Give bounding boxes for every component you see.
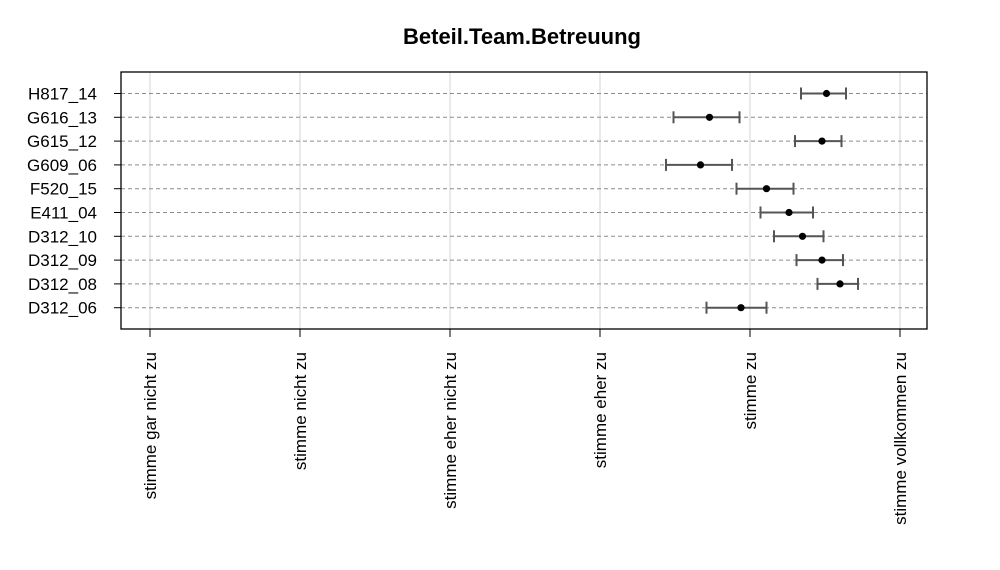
x-tick-label: stimme nicht zu [291, 352, 310, 470]
data-point [836, 280, 844, 288]
data-point [818, 137, 826, 145]
error-bar [773, 230, 825, 243]
data-points [696, 89, 844, 312]
y-tick-label: F520_15 [30, 180, 97, 199]
data-point [696, 161, 705, 169]
y-tick-label: D312_06 [28, 299, 97, 318]
error-bar [794, 135, 843, 148]
x-tick-label: stimme eher nicht zu [441, 352, 460, 509]
y-tick-label: H817_14 [28, 85, 97, 104]
x-tick-label: stimme zu [741, 352, 760, 429]
y-tick-label: D312_10 [28, 227, 97, 246]
data-point [785, 208, 793, 217]
y-tick-label: G616_13 [27, 108, 97, 127]
data-point [737, 304, 745, 312]
plot-frame [120, 71, 928, 330]
data-point [798, 232, 807, 240]
y-tick-label: G615_12 [27, 132, 97, 151]
error-bars [665, 87, 859, 314]
x-tick-label: stimme eher zu [591, 352, 610, 468]
x-tick-label: stimme gar nicht zu [141, 352, 160, 499]
gridlines [149, 72, 901, 329]
row-guide-lines [121, 93, 927, 309]
y-tick-label: G609_06 [27, 156, 97, 175]
chart-title: Beteil.Team.Betreuung [403, 24, 641, 49]
error-bar [705, 301, 768, 314]
data-point [818, 256, 826, 264]
y-tick-label: D312_09 [28, 251, 97, 270]
data-point [762, 185, 771, 193]
y-tick-labels: H817_14 G616_13 G615_12 G609_06 F520_15 E411_… [27, 85, 121, 318]
x-axis: stimme gar nicht zu stimme nicht zu stimme… [141, 329, 910, 525]
y-tick-label: E411_04 [30, 204, 97, 223]
data-point [705, 113, 714, 121]
x-tick-label: stimme vollkommen zu [891, 352, 910, 525]
y-tick-label: D312_08 [28, 275, 97, 294]
data-point [822, 89, 831, 98]
